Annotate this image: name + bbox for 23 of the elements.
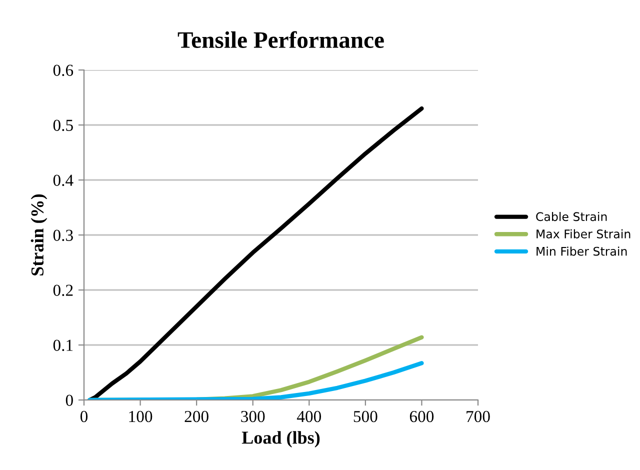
legend-label: Max Fiber Strain: [536, 229, 630, 238]
y-tick-label: 0: [66, 394, 73, 406]
x-tick-label: 100: [129, 410, 152, 422]
x-tick-label: 700: [466, 410, 490, 422]
y-axis-title: Strain (%): [30, 194, 48, 276]
x-tick-label: 300: [241, 410, 265, 422]
x-tick-label: 0: [80, 410, 88, 422]
y-tick-label: 0.4: [53, 174, 74, 186]
y-tick-label: 0.2: [53, 284, 73, 296]
x-tick-label: 500: [354, 410, 378, 422]
x-tick-label: 600: [410, 410, 434, 422]
x-tick-label: 200: [184, 410, 208, 422]
y-tick-label: 0.1: [53, 340, 73, 352]
y-tick-label: 0.5: [53, 120, 73, 132]
y-tick-label: 0.3: [53, 230, 73, 242]
line-series: [88, 361, 424, 400]
line-series: [88, 106, 424, 400]
legend-label: Cable Strain: [536, 212, 607, 222]
legend-label: Min Fiber Strain: [536, 246, 627, 256]
x-tick-label: 400: [296, 410, 322, 422]
chart-title: Tensile Performance: [178, 31, 384, 48]
y-tick-label: 0.6: [53, 64, 74, 76]
x-axis-title: Load (lbs): [242, 431, 320, 448]
